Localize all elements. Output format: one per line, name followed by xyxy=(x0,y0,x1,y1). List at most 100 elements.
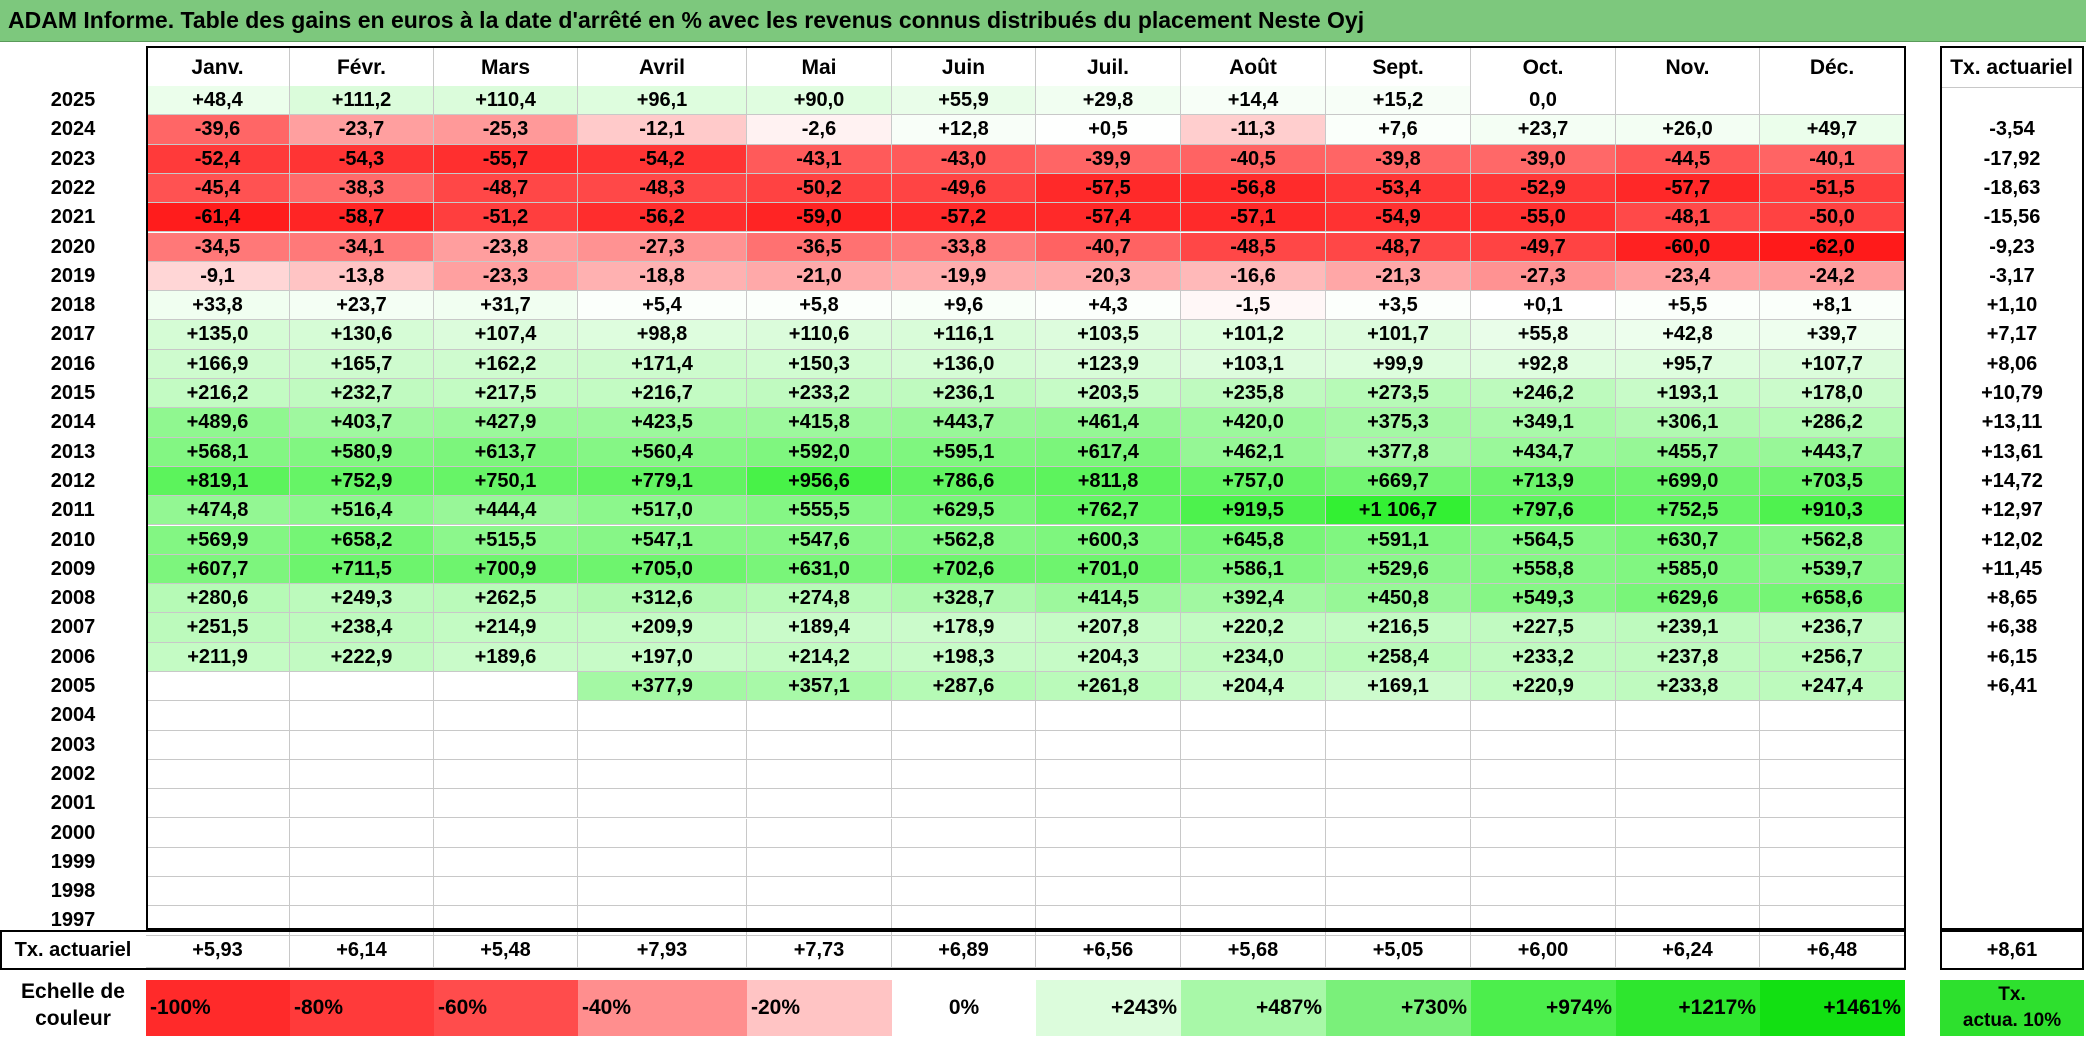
table-cell: +103,5 xyxy=(1036,320,1181,350)
color-scale-swatch: +730% xyxy=(1326,980,1471,1036)
table-cell: +107,7 xyxy=(1760,349,1905,379)
table-cell: -9,1 xyxy=(146,261,290,292)
table-cell: -23,4 xyxy=(1616,261,1760,292)
table-cell: +797,6 xyxy=(1471,496,1616,526)
table-cell xyxy=(434,847,578,878)
table-cell: -55,0 xyxy=(1471,203,1616,233)
table-cell: +135,0 xyxy=(146,320,290,350)
table-cell: +220,9 xyxy=(1471,672,1616,702)
table-cell xyxy=(1471,877,1616,907)
table-cell: +658,2 xyxy=(290,525,434,555)
table-cell xyxy=(434,759,578,790)
month-header: Janv. xyxy=(146,48,290,88)
table-cell: +306,1 xyxy=(1616,408,1760,438)
table-cell: -39,8 xyxy=(1326,144,1471,174)
year-label: 2003 xyxy=(50,733,96,756)
annual-cell: -18,63 xyxy=(1983,176,2041,199)
table-cell xyxy=(1181,730,1326,760)
table-cell: -38,3 xyxy=(290,173,434,204)
table-cell: +33,8 xyxy=(146,291,290,321)
table-cell xyxy=(747,789,892,819)
table-cell xyxy=(1471,847,1616,878)
table-cell: +23,7 xyxy=(1471,115,1616,145)
year-label: 2010 xyxy=(50,528,96,551)
table-cell: -23,8 xyxy=(434,232,578,262)
table-cell: +198,3 xyxy=(892,642,1036,672)
table-cell: +5,5 xyxy=(1616,291,1760,321)
year-label: 2009 xyxy=(50,557,96,580)
footer-cell: +5,68 xyxy=(1181,932,1326,968)
table-cell: -54,3 xyxy=(290,144,434,174)
table-cell xyxy=(1181,847,1326,878)
table-cell: -54,2 xyxy=(578,144,747,174)
table-cell: +232,7 xyxy=(290,379,434,409)
table-cell: +0,5 xyxy=(1036,115,1181,145)
annual-cell xyxy=(1940,760,2084,789)
year-label: 2014 xyxy=(50,411,96,434)
table-cell xyxy=(892,877,1036,907)
footer-cell: +6,89 xyxy=(892,932,1036,968)
table-cell: -56,8 xyxy=(1181,173,1326,204)
table-cell: +444,4 xyxy=(434,496,578,526)
table-cell: +251,5 xyxy=(146,613,290,643)
table-cell: +516,4 xyxy=(290,496,434,526)
table-cell xyxy=(1181,701,1326,731)
table-cell xyxy=(434,701,578,731)
table-cell: +586,1 xyxy=(1181,554,1326,585)
table-cell: +55,9 xyxy=(892,86,1036,116)
table-cell: -33,8 xyxy=(892,232,1036,262)
table-cell: +150,3 xyxy=(747,349,892,379)
year-label: 2019 xyxy=(50,264,96,287)
year-label: 2006 xyxy=(50,645,96,668)
table-cell: -36,5 xyxy=(747,232,892,262)
table-cell xyxy=(1326,730,1471,760)
table-cell: -20,3 xyxy=(1036,261,1181,292)
table-cell xyxy=(578,877,747,907)
table-cell: -27,3 xyxy=(1471,261,1616,292)
table-cell: +328,7 xyxy=(892,584,1036,614)
table-cell: +547,1 xyxy=(578,525,747,555)
table-cell: +217,5 xyxy=(434,379,578,409)
year-label: 2024 xyxy=(50,118,96,141)
table-cell xyxy=(1471,818,1616,848)
table-cell: -40,7 xyxy=(1036,232,1181,262)
table-cell xyxy=(1036,730,1181,760)
footer-cell: +6,56 xyxy=(1036,932,1181,968)
table-cell: -39,0 xyxy=(1471,144,1616,174)
annual-cell: +8,65 xyxy=(1986,587,2038,610)
table-cell: +462,1 xyxy=(1181,437,1326,467)
table-cell xyxy=(1326,818,1471,848)
table-cell: +101,2 xyxy=(1181,320,1326,350)
table-cell: +209,9 xyxy=(578,613,747,643)
year-label: 2023 xyxy=(50,147,96,170)
table-cell: +591,1 xyxy=(1326,525,1471,555)
year-label: 2004 xyxy=(50,704,96,727)
table-cell: +222,9 xyxy=(290,642,434,672)
table-cell: -43,0 xyxy=(892,144,1036,174)
table-cell xyxy=(290,730,434,760)
year-label: 2025 xyxy=(50,89,96,111)
table-cell xyxy=(1181,759,1326,790)
year-label: 2001 xyxy=(50,792,96,815)
annual-cell: +12,97 xyxy=(1981,499,2043,522)
table-cell: -48,5 xyxy=(1181,232,1326,262)
annual-cell xyxy=(1940,731,2084,760)
table-cell: +357,1 xyxy=(747,672,892,702)
table-cell: +434,7 xyxy=(1471,437,1616,467)
table-cell xyxy=(290,847,434,878)
table-cell: +569,9 xyxy=(146,525,290,555)
table-cell: +711,5 xyxy=(290,554,434,585)
annual-cell: +14,72 xyxy=(1981,469,2043,492)
year-label: 2018 xyxy=(50,294,96,317)
table-cell: +274,8 xyxy=(747,584,892,614)
table-cell: +7,6 xyxy=(1326,115,1471,145)
table-cell: -40,1 xyxy=(1760,144,1905,174)
color-scale-swatch: -80% xyxy=(290,980,434,1036)
table-cell: -23,3 xyxy=(434,261,578,292)
table-cell: -57,7 xyxy=(1616,173,1760,204)
table-cell: +752,5 xyxy=(1616,496,1760,526)
table-cell: +136,0 xyxy=(892,349,1036,379)
table-cell: +110,6 xyxy=(747,320,892,350)
table-cell xyxy=(1036,877,1181,907)
table-cell: +420,0 xyxy=(1181,408,1326,438)
